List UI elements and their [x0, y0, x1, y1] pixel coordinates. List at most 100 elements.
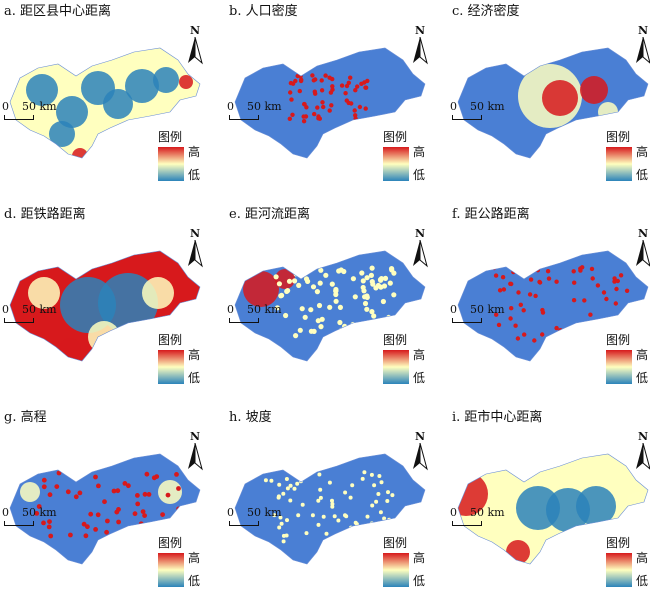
scale-distance: 50 km — [247, 303, 282, 316]
north-arrow: N — [632, 430, 650, 470]
north-arrow-icon — [188, 240, 203, 268]
scale-zero: 0 — [227, 100, 234, 113]
scale-bar-line — [4, 318, 34, 323]
scale-zero: 0 — [2, 506, 9, 519]
scale-bar: 0 50 km — [450, 100, 510, 126]
scale-bar: 0 50 km — [2, 100, 62, 126]
choropleth-map — [457, 453, 649, 565]
scale-bar: 0 50 km — [227, 100, 287, 126]
legend-color-ramp — [606, 350, 632, 384]
panel-e: e. 距河流距离 N 0 50 km 图例 高 低 — [225, 203, 441, 401]
region-boundary — [234, 453, 426, 565]
legend-high-label: 高 — [413, 551, 426, 565]
legend-title: 图例 — [383, 333, 408, 347]
legend-color-ramp — [158, 350, 184, 384]
legend-high-label: 高 — [188, 145, 201, 159]
legend-color-ramp — [383, 147, 409, 181]
legend-color-ramp — [158, 553, 184, 587]
panel-title: d. 距铁路距离 — [4, 207, 86, 222]
choropleth-map — [457, 250, 649, 362]
north-arrow-icon — [188, 443, 203, 471]
legend: 图例 高 低 — [606, 331, 650, 391]
panel-title: i. 距市中心距离 — [452, 410, 543, 425]
legend-low-label: 低 — [188, 574, 201, 588]
legend: 图例 高 低 — [158, 128, 216, 188]
legend: 图例 高 低 — [383, 534, 441, 594]
scale-bar: 0 50 km — [2, 506, 62, 532]
scale-bar-line — [452, 318, 482, 323]
legend-low-label: 低 — [636, 574, 649, 588]
panel-title: g. 高程 — [4, 410, 47, 425]
scale-zero: 0 — [2, 303, 9, 316]
legend: 图例 高 低 — [383, 128, 441, 188]
legend-low-label: 低 — [413, 574, 426, 588]
choropleth-map — [234, 47, 426, 159]
legend-low-label: 低 — [636, 168, 649, 182]
panel-b: b. 人口密度 N 0 50 km 图例 高 低 — [225, 0, 441, 198]
north-arrow-icon — [413, 443, 428, 471]
north-label: N — [414, 430, 426, 443]
legend-high-label: 高 — [413, 145, 426, 159]
north-arrow: N — [632, 227, 650, 267]
scale-bar-line — [4, 521, 34, 526]
legend: 图例 高 低 — [383, 331, 441, 391]
panel-title: h. 坡度 — [229, 410, 272, 425]
scale-zero: 0 — [227, 303, 234, 316]
north-arrow: N — [409, 24, 431, 65]
scale-zero: 0 — [450, 506, 457, 519]
scale-distance: 50 km — [22, 100, 57, 113]
scale-bar: 0 50 km — [2, 303, 62, 329]
north-label: N — [637, 24, 649, 37]
scale-bar: 0 50 km — [450, 506, 510, 532]
north-arrow-icon — [413, 37, 428, 65]
legend-color-ramp — [158, 147, 184, 181]
scale-distance: 50 km — [470, 506, 505, 519]
north-label: N — [414, 227, 426, 240]
legend-title: 图例 — [383, 536, 408, 550]
scale-bar-line — [452, 115, 482, 120]
region-boundary — [9, 47, 201, 159]
north-arrow: N — [184, 227, 206, 268]
north-label: N — [414, 24, 426, 37]
north-arrow-icon — [413, 240, 428, 268]
scale-zero: 0 — [450, 303, 457, 316]
scale-zero: 0 — [450, 100, 457, 113]
legend-title: 图例 — [383, 130, 408, 144]
panel-a: a. 距区县中心距离 N 0 50 km 图例 高 低 — [0, 0, 216, 198]
legend-high-label: 高 — [188, 348, 201, 362]
north-arrow: N — [409, 227, 431, 268]
legend-title: 图例 — [158, 333, 183, 347]
north-label: N — [637, 227, 649, 240]
scale-bar-line — [452, 521, 482, 526]
panel-title: a. 距区县中心距离 — [4, 4, 112, 19]
legend-color-ramp — [606, 553, 632, 587]
panel-c: c. 经济密度 N 0 50 km 图例 高 低 — [448, 0, 650, 198]
region-boundary — [457, 250, 649, 362]
legend-low-label: 低 — [413, 371, 426, 385]
north-arrow-icon — [188, 37, 203, 65]
scale-bar-line — [229, 115, 259, 120]
panel-d: d. 距铁路距离 N 0 50 km 图例 高 低 — [0, 203, 216, 401]
legend: 图例 高 低 — [606, 128, 650, 188]
legend-low-label: 低 — [413, 168, 426, 182]
legend-title: 图例 — [158, 130, 183, 144]
legend-high-label: 高 — [636, 551, 649, 565]
legend-high-label: 高 — [636, 348, 649, 362]
north-label: N — [189, 430, 201, 443]
choropleth-map — [9, 47, 201, 159]
panel-i: i. 距市中心距离 N 0 50 km 图例 高 低 — [448, 406, 650, 604]
north-arrow-icon — [636, 240, 650, 267]
scale-distance: 50 km — [247, 506, 282, 519]
legend: 图例 高 低 — [158, 331, 216, 391]
region-boundary — [234, 250, 426, 362]
scale-distance: 50 km — [22, 506, 57, 519]
scale-bar: 0 50 km — [227, 303, 287, 329]
legend-color-ramp — [383, 350, 409, 384]
north-arrow: N — [184, 24, 206, 65]
legend-color-ramp — [606, 147, 632, 181]
choropleth-map — [457, 47, 649, 159]
legend-title: 图例 — [158, 536, 183, 550]
north-label: N — [637, 430, 649, 443]
north-arrow-icon — [636, 443, 650, 470]
